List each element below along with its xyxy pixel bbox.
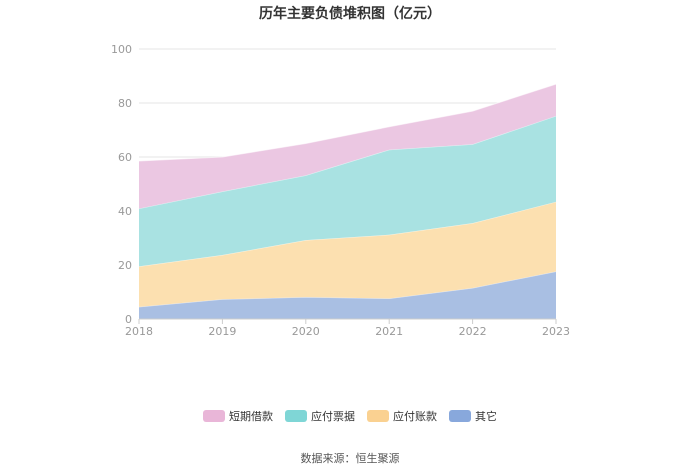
legend-item[interactable]: 其它	[449, 408, 497, 424]
data-source-note: 数据来源：恒生聚源	[300, 452, 400, 465]
x-tick-label: 2020	[292, 325, 320, 338]
y-tick-label: 60	[118, 151, 132, 164]
legend-swatch	[203, 410, 225, 422]
y-tick-label: 80	[118, 97, 132, 110]
x-tick-label: 2019	[208, 325, 236, 338]
legend-item[interactable]: 短期借款	[203, 408, 273, 424]
x-tick-label: 2018	[125, 325, 153, 338]
y-tick-label: 20	[118, 259, 132, 272]
legend-label: 短期借款	[229, 410, 273, 423]
legend-label: 应付票据	[311, 410, 355, 423]
legend-swatch	[367, 410, 389, 422]
legend-item[interactable]: 应付票据	[285, 408, 355, 424]
area-series-0	[139, 271, 556, 319]
y-tick-label: 0	[125, 313, 132, 326]
axis-layer: 0 20 40 60 80 100 2018 2019 2020 2021 2022 2023	[111, 43, 570, 338]
chart-title: 历年主要负债堆积图（亿元）	[259, 6, 441, 22]
area-edge-3	[138, 83, 557, 162]
x-tick-label: 2023	[542, 325, 570, 338]
area-series-1	[139, 201, 556, 307]
y-tick-label: 40	[118, 205, 132, 218]
x-tick-label: 2022	[459, 325, 487, 338]
area-layer	[138, 83, 557, 319]
y-tick-label: 100	[111, 43, 132, 56]
area-series-2	[139, 115, 556, 267]
legend-swatch	[285, 410, 307, 422]
legend-item[interactable]: 应付账款	[367, 408, 437, 424]
legend-label: 应付账款	[393, 410, 437, 423]
legend-swatch	[449, 410, 471, 422]
legend-label: 其它	[475, 410, 497, 423]
legend: 短期借款 应付票据 应付账款 其它	[0, 408, 700, 424]
x-tick-label: 2021	[375, 325, 403, 338]
